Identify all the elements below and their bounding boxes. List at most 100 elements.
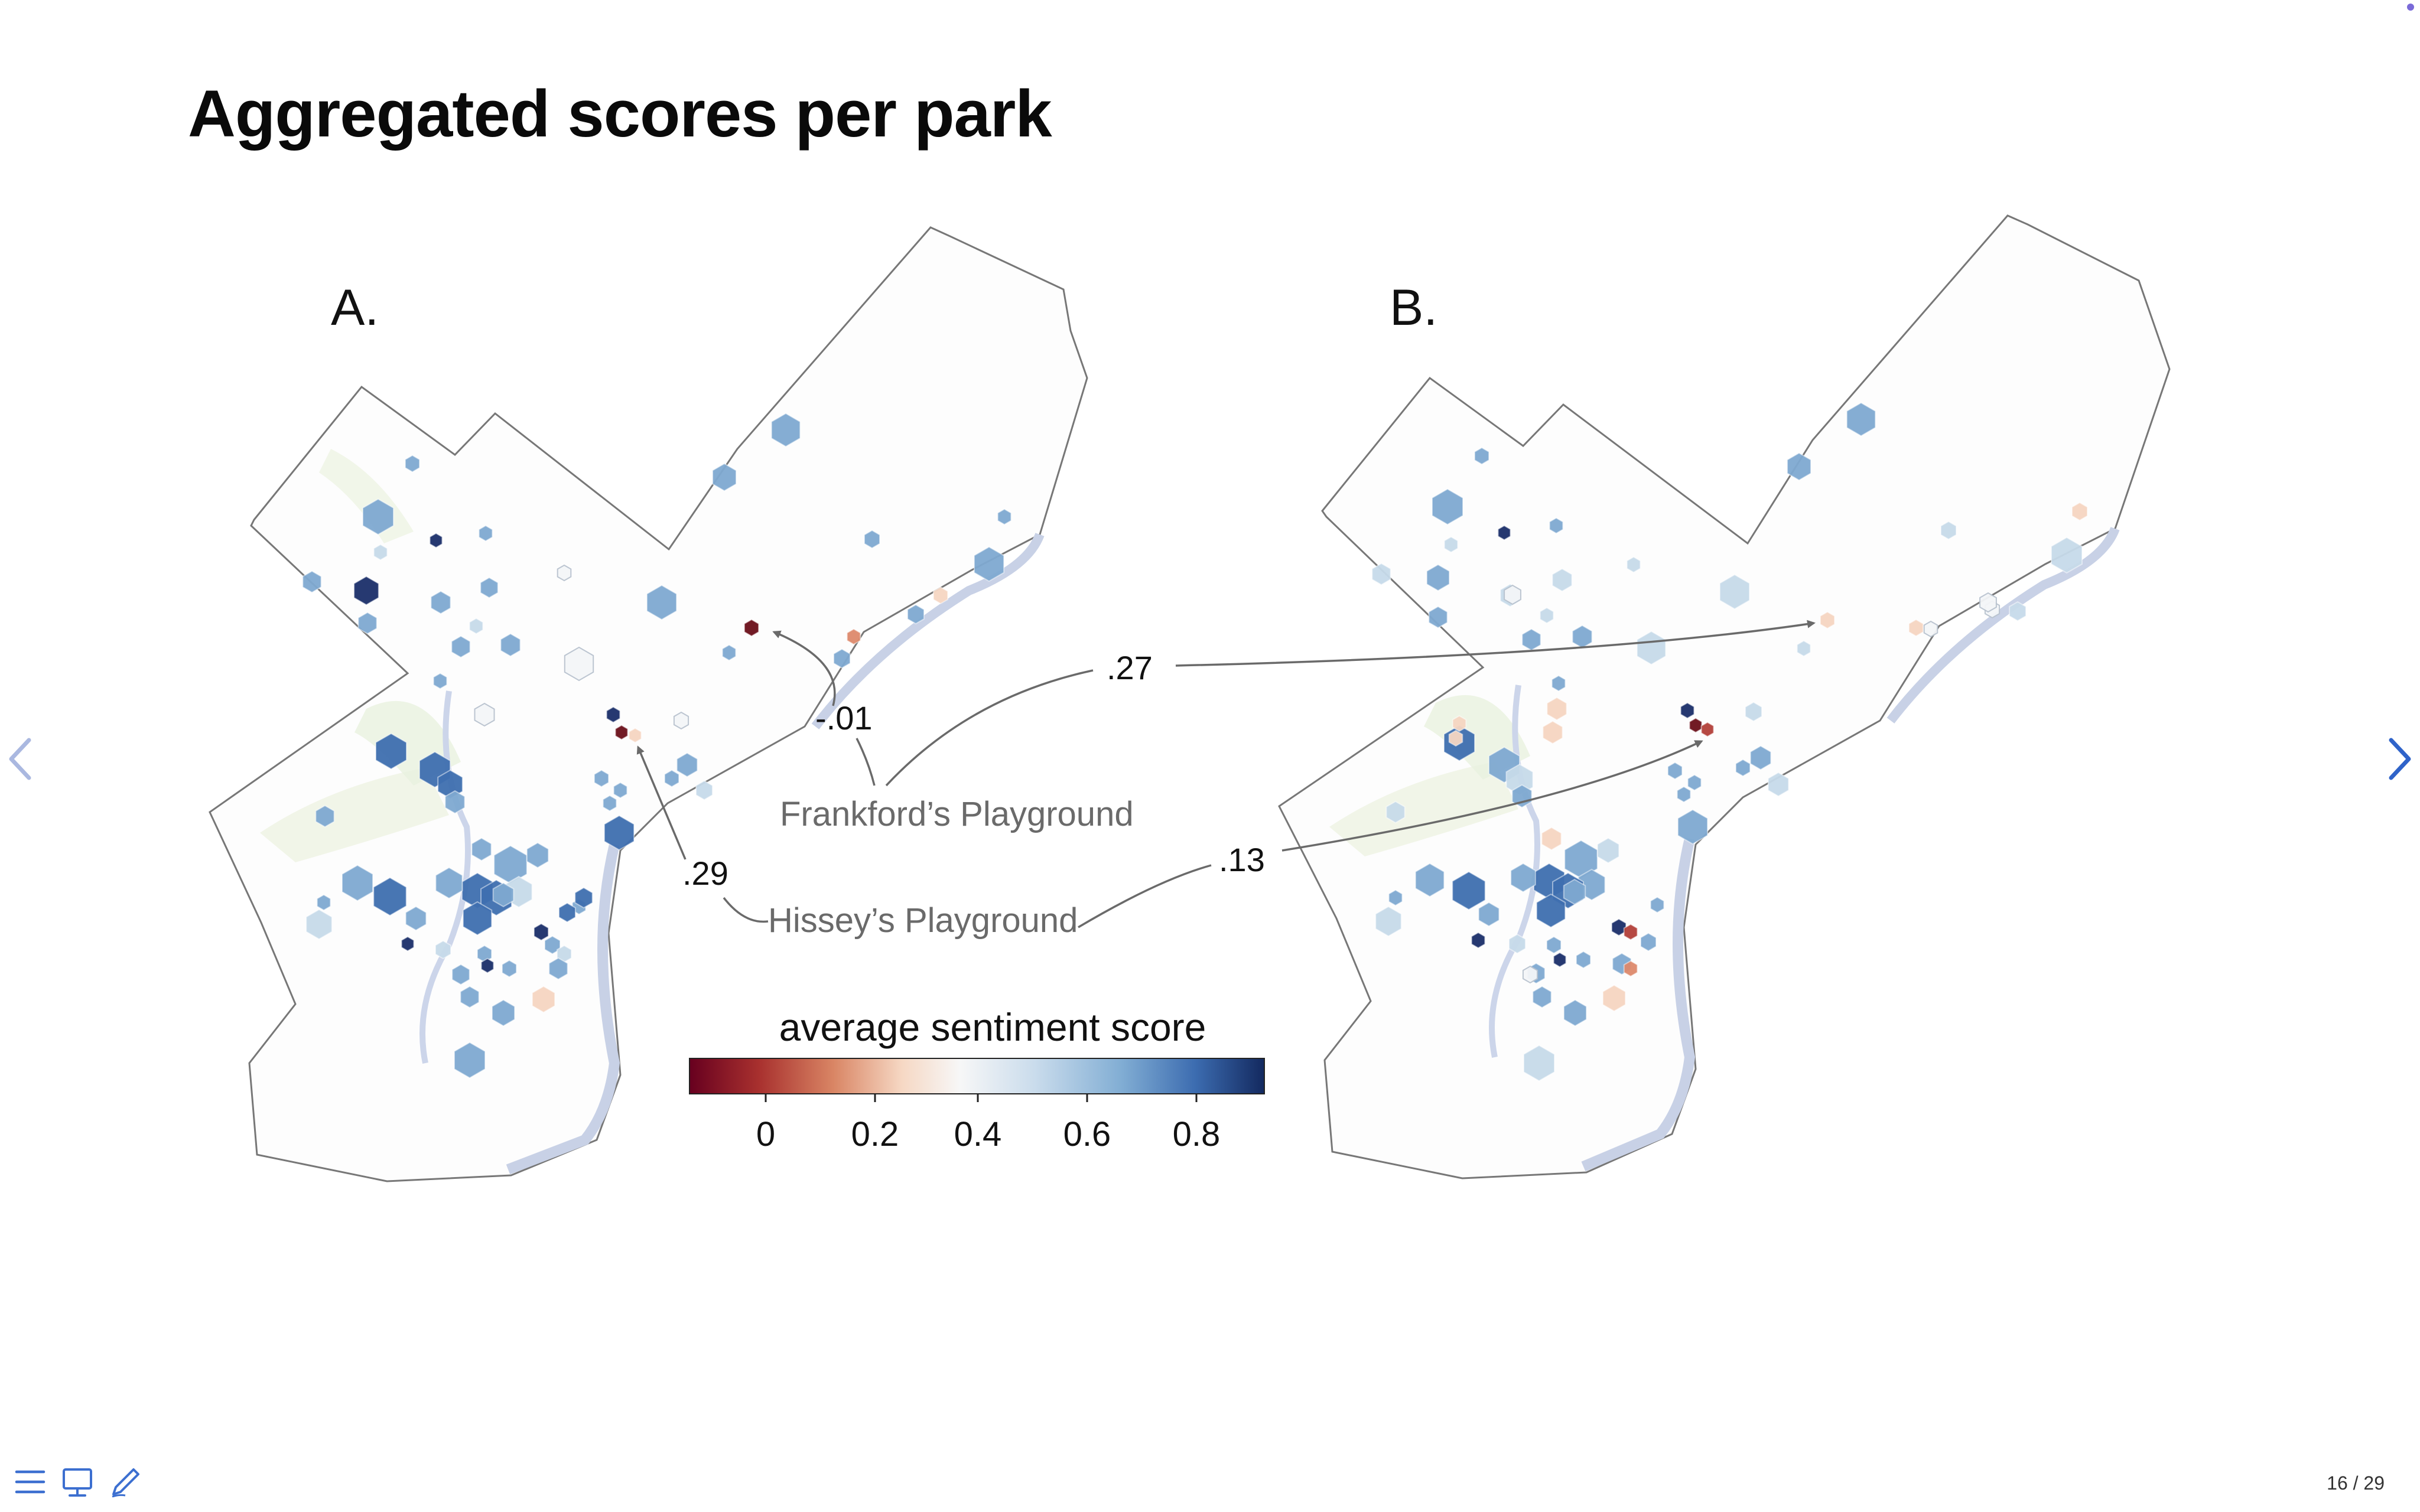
map-b-hexbin xyxy=(1385,800,1406,824)
map-a-hexbin xyxy=(471,837,492,862)
map-b-hexbin xyxy=(1452,715,1467,732)
map-a-hexbin xyxy=(833,648,851,669)
map-a-hexbin xyxy=(353,575,379,606)
map-b-hexbin xyxy=(1611,918,1627,937)
map-b-hexbin xyxy=(1687,774,1702,791)
map-a-hexbin xyxy=(373,876,407,917)
map-b-hexbin xyxy=(1719,573,1751,610)
hissey-b-value: .13 xyxy=(1219,841,1265,878)
map-b-hexbin xyxy=(1549,517,1564,535)
map-a-hexbin xyxy=(469,617,484,635)
legend-colorbar xyxy=(689,1058,1265,1094)
map-b-hexbin xyxy=(1623,923,1638,941)
map-b-hexbin xyxy=(1923,620,1938,638)
map-a-hexbin xyxy=(606,706,621,724)
map-a-hexbin xyxy=(474,702,495,727)
legend-tick-3: 0.6 xyxy=(1063,1115,1111,1153)
map-a-hexbin xyxy=(646,584,678,621)
map-b-hexbin xyxy=(1767,771,1790,797)
map-a-hexbin xyxy=(613,781,628,799)
map-b-hexbin xyxy=(1432,488,1463,526)
map-b-hexbin xyxy=(1371,562,1391,586)
map-a-hexbin xyxy=(557,564,572,582)
map-b-hexbin xyxy=(1689,717,1703,734)
map-a-hexbin xyxy=(315,804,335,828)
chevron-right-icon xyxy=(2389,738,2411,780)
map-b-hexbin xyxy=(1551,568,1573,592)
map-b-hexbin xyxy=(1448,729,1463,747)
map-b-hexbin xyxy=(1572,624,1593,649)
map-b-hexbin xyxy=(2009,601,2027,622)
map-a-hexbin xyxy=(316,894,331,911)
map-b-hexbin xyxy=(1749,745,1772,771)
map-a-hexbin xyxy=(500,633,521,657)
map-a-hexbin xyxy=(501,959,518,978)
annotation-lines xyxy=(636,620,1816,928)
map-a-hexbin xyxy=(454,1041,486,1079)
map-b-hexbin xyxy=(1626,556,1641,573)
map-a-hexbin xyxy=(864,529,880,549)
map-a-hexbin xyxy=(602,794,617,812)
legend-tick-2: 0.4 xyxy=(954,1115,1002,1153)
presenter-icon[interactable] xyxy=(60,1465,95,1499)
map-b-hexbin xyxy=(1735,758,1751,777)
map-a-hexbin xyxy=(435,940,451,960)
map-b-hexbin xyxy=(1388,889,1403,907)
map-b-hexbin xyxy=(1596,837,1620,864)
map-b-hexbin xyxy=(1541,826,1562,851)
map-b-hexbin xyxy=(1563,999,1588,1027)
map-b-hexbin xyxy=(1497,524,1511,541)
map-a-hexbin xyxy=(480,957,495,974)
map-a-hexbin xyxy=(478,524,493,542)
map-a-hexbin xyxy=(435,866,463,900)
map-a-hexbin xyxy=(593,769,610,788)
map-a-hexbin xyxy=(603,814,635,851)
color-legend: average sentiment score 0 0.2 0.4 0.6 0.… xyxy=(689,1005,1265,1153)
map-a-hexbin xyxy=(544,935,561,955)
map-a-hexbin xyxy=(362,498,394,536)
map-b-hexbin xyxy=(1640,932,1657,952)
chevron-left-icon xyxy=(9,738,31,780)
map-b-hexbin xyxy=(1700,721,1715,738)
map-b-hexbin xyxy=(1478,901,1500,927)
map-a-hexbin xyxy=(357,611,378,635)
pen-icon[interactable] xyxy=(108,1465,142,1499)
map-b-hexbin xyxy=(1846,402,1876,437)
frankford-label: Frankford’s Playground xyxy=(780,795,1134,833)
map-a-hexbin xyxy=(614,724,629,741)
next-slide-button[interactable] xyxy=(2379,732,2420,786)
map-a-hexbin xyxy=(564,646,594,682)
map-b-hexbin xyxy=(1523,1044,1555,1082)
map-a-hexbin xyxy=(492,882,515,908)
menu-icon[interactable] xyxy=(13,1465,47,1499)
map-b-outline xyxy=(1278,214,2171,1179)
map-a-hexbin xyxy=(429,532,443,549)
map-a-hexbin xyxy=(444,790,466,814)
map-b-hexbin xyxy=(1676,786,1692,803)
map-a-hexbin xyxy=(695,780,713,801)
map-b-hexbin xyxy=(1602,984,1627,1012)
map-b-hexbin xyxy=(1536,893,1566,928)
hissey-label: Hissey’s Playground xyxy=(768,901,1078,940)
map-a-hexbin xyxy=(574,887,593,909)
panel-a-label: A. xyxy=(331,279,379,336)
map-b-hexbin xyxy=(1428,605,1448,629)
map-a-hexbin xyxy=(451,635,471,659)
map-a-hexbin xyxy=(973,546,1005,582)
map-b-hexbin xyxy=(1510,862,1536,893)
map-a-hexbin xyxy=(721,644,737,662)
map-b-hexbin xyxy=(1680,702,1695,719)
map-b-hexbin xyxy=(1667,761,1683,780)
map-b-hexbin xyxy=(1745,701,1762,722)
map-a-hexbin xyxy=(743,618,760,637)
map-b-hexbin xyxy=(1575,950,1592,969)
map-b-hexbin xyxy=(1553,951,1567,968)
map-b-hexbin xyxy=(1819,611,1836,630)
map-a-hexbin xyxy=(932,586,949,605)
map-b-hexbin xyxy=(1508,933,1526,954)
map-b-hexbin xyxy=(1471,931,1486,949)
map-b-hexbin xyxy=(1546,936,1562,954)
prev-slide-button[interactable] xyxy=(0,732,41,786)
map-a-hexbin xyxy=(460,985,480,1009)
map-b-hexbin xyxy=(1677,809,1709,845)
